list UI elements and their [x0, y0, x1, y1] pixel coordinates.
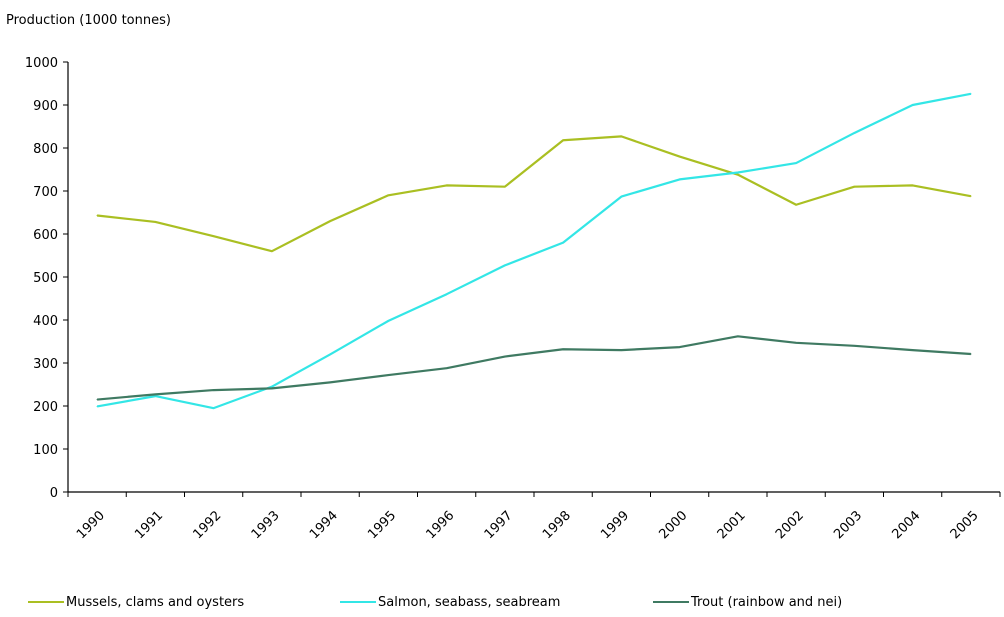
y-tick-label: 700 — [33, 185, 58, 200]
series-1-point — [562, 139, 564, 141]
series-1-point — [737, 174, 739, 176]
x-tick-label: 2005 — [948, 508, 982, 542]
series-2-point — [737, 171, 739, 174]
series-1-point — [387, 194, 389, 196]
legend-item: Mussels, clams and oysters — [28, 592, 244, 612]
series-3-point — [912, 349, 914, 351]
x-tick-label: 1992 — [190, 508, 224, 542]
series-1-point — [679, 156, 681, 158]
x-tick-label: 2000 — [656, 508, 690, 542]
y-tick-label: 0 — [50, 486, 58, 501]
series-3-point — [387, 374, 389, 376]
x-tick-label: 1991 — [132, 508, 166, 542]
series-2-point — [96, 405, 98, 408]
series-line-3 — [97, 335, 971, 401]
series-3-point — [504, 355, 506, 358]
series-3-point — [737, 335, 739, 337]
series-3-point — [562, 348, 564, 350]
series-1-point — [504, 186, 506, 188]
x-tick-label: 1996 — [423, 508, 457, 542]
legend-item: Salmon, seabass, seabream — [340, 592, 560, 612]
series-1-point — [620, 135, 622, 137]
series-line-1 — [97, 135, 972, 253]
legend-label: Mussels, clams and oysters — [66, 594, 245, 610]
series-3-point — [853, 345, 855, 347]
x-tick-label: 2001 — [715, 508, 749, 542]
series-3-point — [679, 346, 681, 348]
y-tick-label: 600 — [33, 228, 58, 243]
series-3-point — [795, 342, 797, 344]
legend: Mussels, clams and oysters Salmon, seabas… — [28, 592, 988, 612]
y-tick-label: 800 — [33, 142, 58, 157]
series-1-point — [96, 214, 98, 217]
series-3-point — [446, 367, 448, 369]
series-1-point — [329, 220, 331, 222]
series-3-point — [970, 353, 972, 355]
series-1-point — [970, 195, 972, 197]
legend-swatch — [28, 601, 64, 603]
y-tick-label: 400 — [33, 314, 58, 329]
legend-item: Trout (rainbow and nei) — [653, 592, 842, 612]
x-tick-label: 2003 — [831, 508, 865, 542]
x-tick-label: 2002 — [773, 508, 807, 542]
x-tick-label: 1995 — [365, 508, 399, 542]
series-3-point — [620, 349, 622, 351]
series-1-point — [853, 186, 855, 188]
series-layer — [96, 92, 972, 410]
x-tick-label: 1999 — [598, 508, 632, 542]
series-1-point — [271, 250, 273, 252]
x-tick-label: 2004 — [889, 508, 923, 542]
series-2-point — [504, 264, 506, 266]
series-3-point — [96, 398, 98, 401]
y-tick-label: 300 — [33, 357, 58, 372]
legend-swatch — [340, 601, 376, 603]
series-2-point — [213, 407, 215, 409]
series-1-point — [912, 184, 914, 187]
x-tick-label: 1997 — [482, 508, 516, 542]
legend-label: Trout (rainbow and nei) — [691, 594, 843, 610]
series-1-point — [213, 235, 215, 237]
series-2-point — [912, 104, 914, 106]
axes — [67, 62, 1000, 493]
y-tick-label: 200 — [33, 400, 58, 415]
x-tick-label: 1994 — [307, 508, 341, 542]
x-tick-label: 1990 — [74, 508, 108, 542]
y-tick-label: 100 — [33, 443, 58, 458]
series-2-point — [154, 395, 156, 397]
series-2-point — [562, 242, 564, 244]
series-1-point — [446, 184, 448, 187]
series-2-point — [446, 293, 448, 295]
series-2-point — [795, 162, 797, 164]
series-1-point — [154, 221, 156, 223]
y-tick-labels: 0 100 200 300 400 500 600 700 800 900 1000 — [25, 56, 68, 501]
series-2-point — [853, 132, 855, 134]
x-tick-labels: 1990 1991 1992 1993 1994 1995 1996 1997 1998 1999… — [67, 492, 1001, 542]
series-line-2 — [96, 92, 972, 410]
series-2-point — [271, 386, 273, 388]
series-3-point — [154, 393, 156, 395]
series-2-point — [329, 353, 331, 355]
series-3-point — [271, 387, 273, 389]
legend-label: Salmon, seabass, seabream — [378, 594, 561, 610]
series-1-point — [795, 204, 797, 206]
series-2-point — [679, 178, 681, 180]
series-3-point — [329, 381, 331, 383]
y-axis-title: Production (1000 tonnes) — [6, 13, 171, 28]
series-2-point — [620, 195, 622, 198]
y-tick-label: 900 — [33, 99, 58, 114]
series-2-point — [387, 320, 389, 322]
series-2-point — [970, 93, 972, 95]
legend-swatch — [653, 601, 689, 603]
y-tick-label: 500 — [33, 271, 58, 286]
x-tick-label: 1998 — [540, 508, 574, 542]
series-3-point — [213, 389, 215, 391]
y-tick-label: 1000 — [25, 56, 58, 71]
x-tick-label: 1993 — [249, 508, 283, 542]
